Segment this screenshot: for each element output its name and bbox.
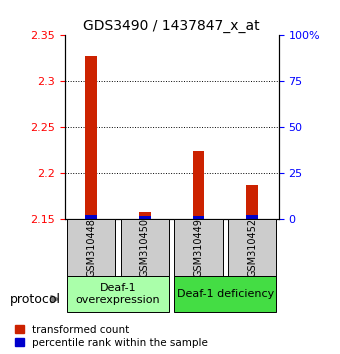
Bar bbox=[246, 215, 258, 219]
Text: GSM310450: GSM310450 bbox=[140, 218, 150, 277]
Bar bbox=[228, 219, 276, 276]
Title: GDS3490 / 1437847_x_at: GDS3490 / 1437847_x_at bbox=[83, 19, 260, 33]
Bar bbox=[139, 212, 151, 219]
Bar bbox=[121, 219, 169, 276]
Bar bbox=[192, 152, 204, 219]
Text: GSM310452: GSM310452 bbox=[247, 218, 257, 278]
Text: GSM310449: GSM310449 bbox=[193, 218, 203, 277]
Bar bbox=[85, 215, 97, 219]
Bar bbox=[67, 276, 169, 312]
Bar bbox=[246, 184, 258, 219]
Text: protocol: protocol bbox=[10, 293, 61, 306]
Text: Deaf-1
overexpression: Deaf-1 overexpression bbox=[76, 283, 160, 305]
Text: GSM310448: GSM310448 bbox=[86, 218, 96, 277]
Text: Deaf-1 deficiency: Deaf-1 deficiency bbox=[176, 289, 274, 299]
Bar bbox=[192, 216, 204, 219]
Bar bbox=[67, 219, 116, 276]
Legend: transformed count, percentile rank within the sample: transformed count, percentile rank withi… bbox=[15, 325, 208, 348]
Bar bbox=[139, 216, 151, 219]
Bar bbox=[174, 276, 276, 312]
Bar bbox=[85, 56, 97, 219]
Bar bbox=[174, 219, 223, 276]
